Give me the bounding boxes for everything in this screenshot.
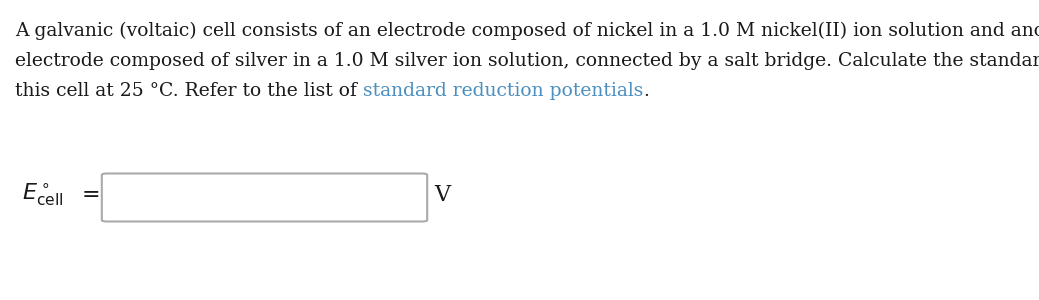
Text: electrode composed of silver in a 1.0 M silver ion solution, connected by a salt: electrode composed of silver in a 1.0 M … (15, 52, 1039, 70)
Text: standard reduction potentials: standard reduction potentials (363, 82, 643, 100)
FancyBboxPatch shape (102, 173, 427, 221)
Text: .: . (643, 82, 649, 100)
Text: this cell at 25 °C. Refer to the list of: this cell at 25 °C. Refer to the list of (15, 82, 363, 100)
Text: A galvanic (voltaic) cell consists of an electrode composed of nickel in a 1.0 M: A galvanic (voltaic) cell consists of an… (15, 22, 1039, 40)
Text: V: V (434, 184, 450, 206)
Text: =: = (82, 184, 101, 206)
Text: $E^\circ_{\rm cell}$: $E^\circ_{\rm cell}$ (22, 182, 63, 208)
